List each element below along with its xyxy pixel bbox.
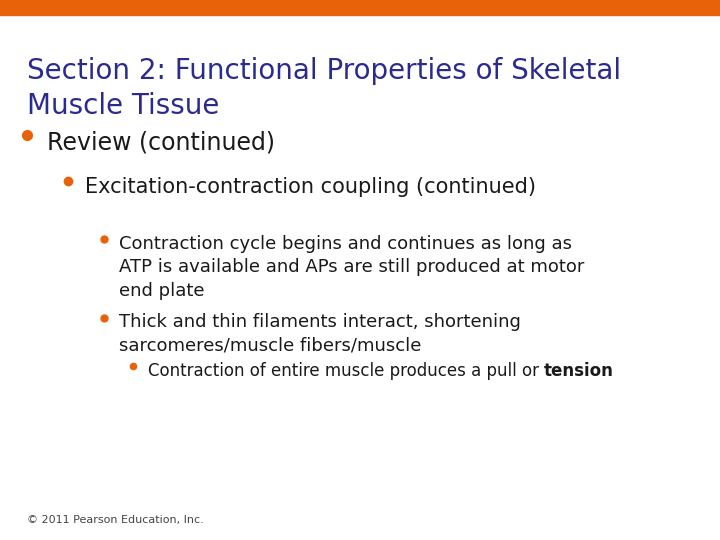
Text: Review (continued): Review (continued) bbox=[47, 131, 275, 154]
Text: Section 2: Functional Properties of Skeletal
Muscle Tissue: Section 2: Functional Properties of Skel… bbox=[27, 57, 621, 120]
Text: Thick and thin filaments interact, shortening
sarcomeres/muscle fibers/muscle: Thick and thin filaments interact, short… bbox=[119, 313, 521, 355]
Bar bbox=[0, 0, 720, 15]
Text: Contraction of entire muscle produces a pull or: Contraction of entire muscle produces a … bbox=[148, 362, 544, 380]
Text: © 2011 Pearson Education, Inc.: © 2011 Pearson Education, Inc. bbox=[27, 515, 204, 525]
Text: tension: tension bbox=[544, 362, 613, 380]
Text: Contraction cycle begins and continues as long as
ATP is available and APs are s: Contraction cycle begins and continues a… bbox=[119, 235, 584, 300]
Text: Excitation-contraction coupling (continued): Excitation-contraction coupling (continu… bbox=[85, 177, 536, 197]
